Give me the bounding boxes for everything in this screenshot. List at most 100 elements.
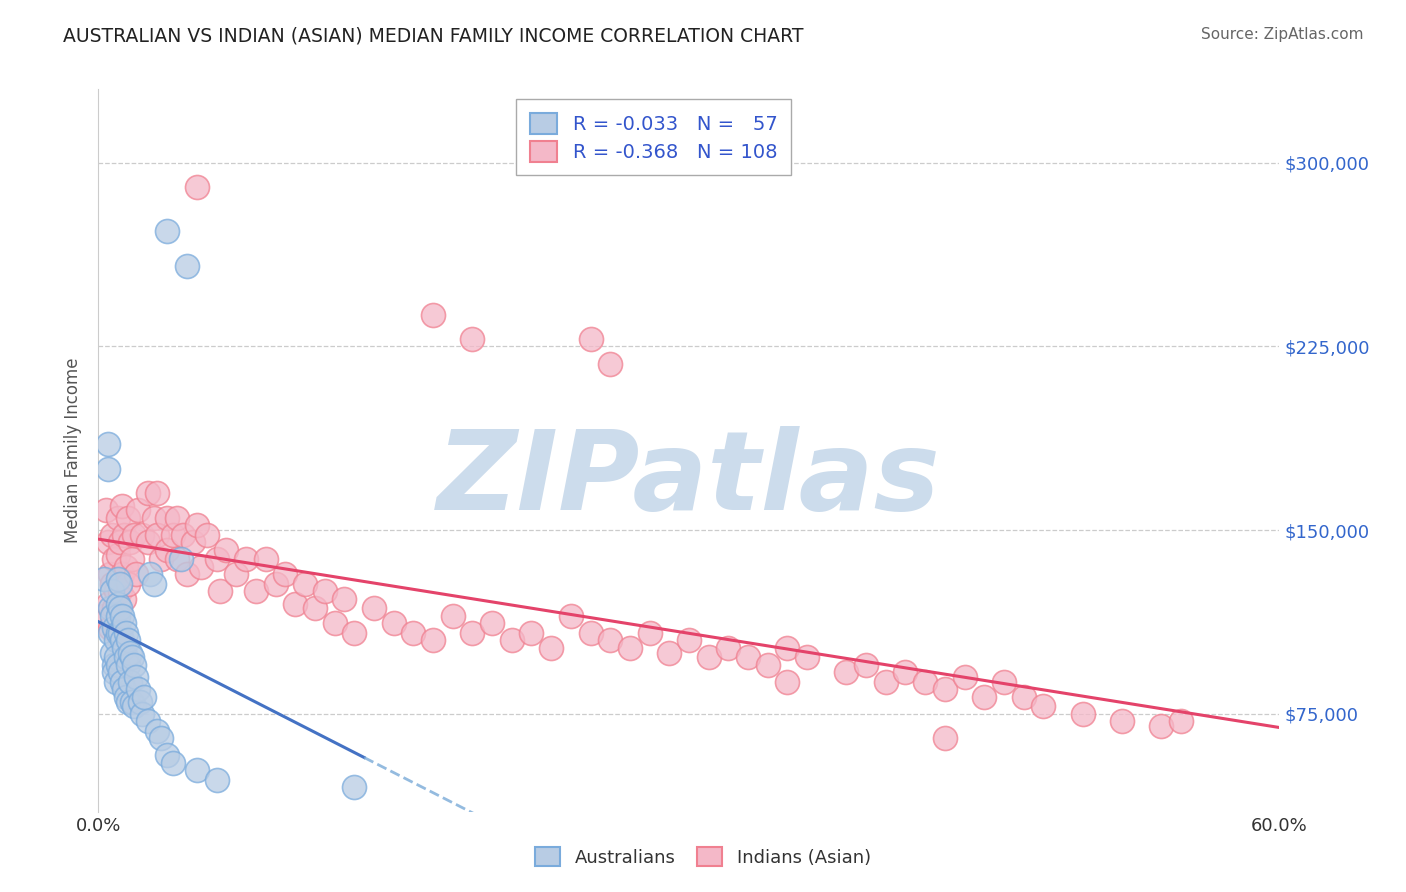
Point bbox=[166, 552, 188, 566]
Point bbox=[98, 626, 121, 640]
Point bbox=[105, 650, 128, 665]
Point bbox=[101, 577, 124, 591]
Point bbox=[117, 633, 139, 648]
Point bbox=[1012, 690, 1035, 704]
Point bbox=[953, 670, 976, 684]
Point bbox=[103, 657, 125, 672]
Point bbox=[796, 650, 818, 665]
Point bbox=[121, 650, 143, 665]
Point bbox=[107, 597, 129, 611]
Point bbox=[579, 332, 602, 346]
Point bbox=[333, 591, 356, 606]
Point bbox=[103, 552, 125, 566]
Point bbox=[132, 690, 155, 704]
Point bbox=[112, 640, 135, 655]
Point bbox=[107, 657, 129, 672]
Point bbox=[343, 626, 366, 640]
Point bbox=[560, 608, 582, 623]
Point bbox=[97, 437, 120, 451]
Point bbox=[125, 670, 148, 684]
Point bbox=[225, 567, 247, 582]
Point bbox=[776, 674, 799, 689]
Point bbox=[112, 682, 135, 697]
Point bbox=[599, 633, 621, 648]
Point bbox=[697, 650, 720, 665]
Point bbox=[138, 567, 160, 582]
Point bbox=[107, 626, 129, 640]
Point bbox=[170, 552, 193, 566]
Point bbox=[245, 584, 267, 599]
Point bbox=[101, 584, 124, 599]
Point bbox=[150, 552, 173, 566]
Point bbox=[195, 528, 218, 542]
Point bbox=[914, 674, 936, 689]
Point bbox=[501, 633, 523, 648]
Point bbox=[156, 511, 179, 525]
Point bbox=[122, 657, 145, 672]
Point bbox=[166, 511, 188, 525]
Point bbox=[934, 682, 956, 697]
Point bbox=[205, 772, 228, 787]
Point bbox=[756, 657, 779, 672]
Point bbox=[461, 332, 484, 346]
Point bbox=[111, 608, 134, 623]
Point bbox=[619, 640, 641, 655]
Point bbox=[638, 626, 661, 640]
Point bbox=[128, 694, 150, 708]
Point bbox=[105, 626, 128, 640]
Point bbox=[323, 616, 346, 631]
Point bbox=[835, 665, 858, 679]
Point bbox=[131, 706, 153, 721]
Point bbox=[108, 626, 131, 640]
Point bbox=[117, 577, 139, 591]
Point bbox=[776, 640, 799, 655]
Point bbox=[108, 601, 131, 615]
Point bbox=[93, 572, 115, 586]
Point bbox=[136, 486, 159, 500]
Point bbox=[97, 462, 120, 476]
Point bbox=[294, 577, 316, 591]
Point bbox=[108, 665, 131, 679]
Text: ZIPatlas: ZIPatlas bbox=[437, 425, 941, 533]
Point bbox=[117, 511, 139, 525]
Point bbox=[103, 621, 125, 635]
Point bbox=[176, 567, 198, 582]
Point bbox=[118, 646, 141, 660]
Point bbox=[142, 511, 165, 525]
Point bbox=[122, 528, 145, 542]
Point bbox=[1170, 714, 1192, 728]
Point bbox=[101, 528, 124, 542]
Point bbox=[122, 699, 145, 714]
Point bbox=[264, 577, 287, 591]
Point bbox=[115, 650, 138, 665]
Point bbox=[186, 180, 208, 194]
Point bbox=[993, 674, 1015, 689]
Point bbox=[1150, 719, 1173, 733]
Point bbox=[136, 714, 159, 728]
Point bbox=[599, 357, 621, 371]
Point bbox=[108, 535, 131, 549]
Point bbox=[737, 650, 759, 665]
Point bbox=[111, 674, 134, 689]
Point bbox=[117, 657, 139, 672]
Point bbox=[363, 601, 385, 615]
Point bbox=[1032, 699, 1054, 714]
Point bbox=[402, 626, 425, 640]
Point bbox=[172, 528, 194, 542]
Point bbox=[111, 499, 134, 513]
Point bbox=[111, 567, 134, 582]
Point bbox=[121, 552, 143, 566]
Point bbox=[422, 308, 444, 322]
Point bbox=[112, 616, 135, 631]
Point bbox=[93, 608, 115, 623]
Point bbox=[209, 584, 232, 599]
Point bbox=[235, 552, 257, 566]
Point bbox=[540, 640, 562, 655]
Point bbox=[101, 608, 124, 623]
Point bbox=[98, 601, 121, 615]
Point bbox=[146, 486, 169, 500]
Point bbox=[481, 616, 503, 631]
Point bbox=[146, 528, 169, 542]
Point bbox=[108, 584, 131, 599]
Point bbox=[717, 640, 740, 655]
